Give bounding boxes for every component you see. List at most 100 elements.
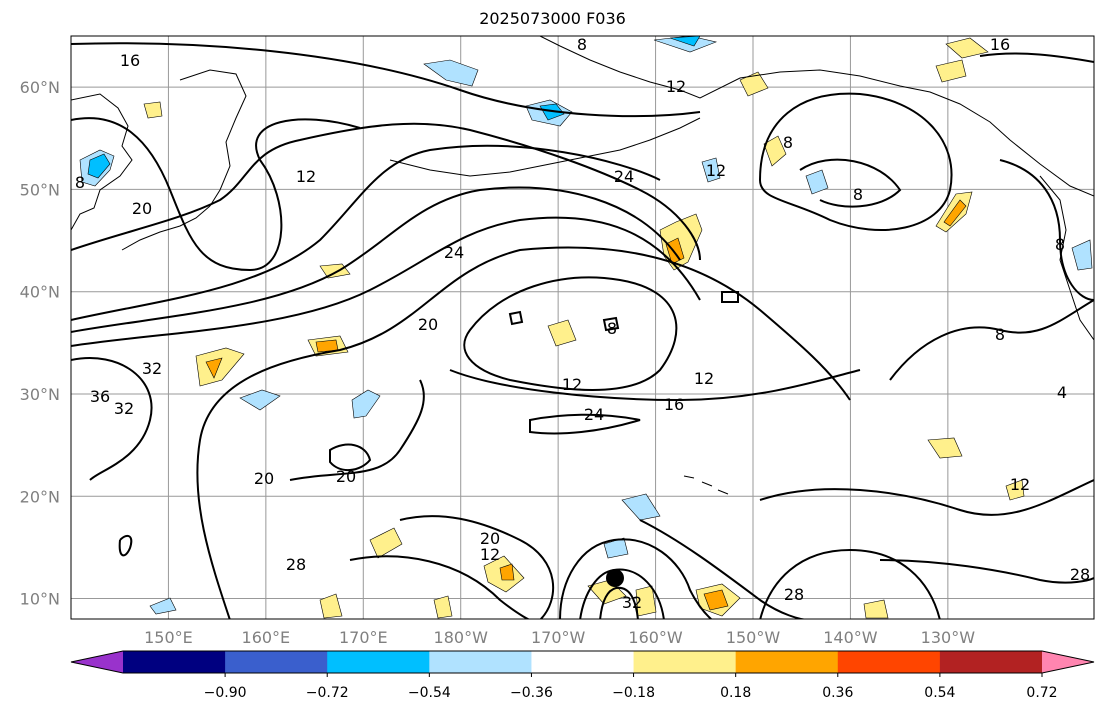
colorbar-segment <box>429 651 532 673</box>
contour-label: 24 <box>584 405 604 424</box>
contour-line <box>71 144 661 321</box>
contour-label: 8 <box>607 319 617 338</box>
colorbar-tick-label: −0.90 <box>204 685 247 701</box>
contour-line <box>449 369 861 402</box>
contour-label: 8 <box>577 35 587 54</box>
shade-yellow <box>547 319 577 347</box>
colorbar-extend-high <box>1042 651 1094 673</box>
shade-blue <box>701 157 721 183</box>
shade-orange <box>499 563 515 581</box>
shade-blue-dark <box>669 36 701 47</box>
longitude-tick-label: 130°W <box>921 628 976 647</box>
contour-label: 16 <box>120 51 140 70</box>
shade-blue <box>1071 239 1093 271</box>
shade-yellow <box>935 59 967 83</box>
shade-yellow <box>945 37 989 59</box>
longitude-tick-label: 160°E <box>242 628 291 647</box>
contour-label: 12 <box>694 369 714 388</box>
longitude-tick-labels: 150°E 160°E 170°E 180°W 170°W 160°W 150°W 140°W… <box>144 628 975 647</box>
map-frame <box>70 35 1095 620</box>
shade-yellow <box>863 599 889 619</box>
colorbar-tick-label: −0.54 <box>408 685 451 701</box>
contour-line <box>759 548 941 619</box>
shade-yellow <box>369 527 403 559</box>
contour-line <box>759 92 953 231</box>
shade-yellow <box>587 579 627 605</box>
contour-line <box>71 42 701 118</box>
shade-blue <box>351 389 381 419</box>
coast-kamchatka <box>179 69 247 207</box>
storm-center-marker <box>606 569 624 587</box>
coast-alaska <box>539 36 1094 197</box>
contour-line <box>71 122 701 261</box>
contour-label: 36 <box>90 387 110 406</box>
shade-yellow <box>927 437 963 459</box>
contour-label: 16 <box>990 35 1010 54</box>
colorbar-segment <box>225 651 328 673</box>
contour-line <box>71 357 153 481</box>
contour-label: 8 <box>1055 235 1065 254</box>
contour-lines <box>71 42 1094 619</box>
contour-line <box>979 52 1094 63</box>
shade-blue <box>239 389 281 411</box>
shade-yellow <box>763 135 787 167</box>
contour-label: 32 <box>142 359 162 378</box>
contour-label: 12 <box>1010 475 1030 494</box>
contour-label: 12 <box>562 375 582 394</box>
map-title: 2025073000 F036 <box>479 9 626 28</box>
colorbar-tick-label: 0.72 <box>1026 685 1057 701</box>
colorbar: −0.90 −0.72 −0.54 −0.36 −0.18 0.18 0.36 0.54 0.7… <box>70 650 1095 701</box>
contour-label: 32 <box>114 399 134 418</box>
latitude-tick-labels: 60°N 50°N 40°N 30°N 20°N 10°N <box>20 78 60 608</box>
shade-yellow <box>143 101 163 119</box>
contour-line <box>118 534 133 557</box>
shade-orange <box>703 589 729 611</box>
colorbar-tick-label: 0.18 <box>720 685 751 701</box>
contour-label: 28 <box>286 555 306 574</box>
contour-label: 16 <box>664 395 684 414</box>
latitude-tick-label: 50°N <box>20 180 60 199</box>
shade-blue <box>805 169 829 195</box>
contour-line <box>639 519 811 619</box>
contour-line <box>799 158 902 208</box>
shade-orange <box>943 199 967 227</box>
contour-line <box>721 291 739 303</box>
shade-yellow <box>433 595 453 619</box>
contour-line <box>71 186 681 333</box>
shade-orange <box>205 357 223 379</box>
colorbar-outline <box>70 650 1095 674</box>
contour-label: 24 <box>614 167 634 186</box>
colorbar-segment <box>633 651 737 673</box>
contour-label: 12 <box>666 77 686 96</box>
contour-line <box>508 310 524 326</box>
coast-kuril <box>121 205 211 251</box>
colorbar-tick-label: 0.36 <box>822 685 853 701</box>
contour-label: 28 <box>1070 565 1090 584</box>
colorbar-tick-label: −0.36 <box>510 685 553 701</box>
coast-na-west <box>1039 175 1094 341</box>
longitude-tick-label: 150°E <box>144 628 193 647</box>
contour-label-group: 16 8 12 12 12 20 24 24 20 32 36 32 20 20… <box>75 35 1090 612</box>
coastlines <box>71 36 1094 495</box>
shade-blue <box>149 597 177 615</box>
contour-label: 8 <box>75 173 85 192</box>
contour-label: 12 <box>480 545 500 564</box>
colorbar-segment <box>837 651 941 673</box>
shade-yellow <box>739 71 769 97</box>
contour-line <box>879 559 1094 584</box>
colorbar-segment <box>735 651 839 673</box>
contour-line <box>529 413 641 435</box>
contour-line <box>399 515 554 619</box>
shade-yellow <box>195 347 245 387</box>
contour-line <box>559 538 713 619</box>
contour-line <box>599 586 639 619</box>
contour-label: 12 <box>296 167 316 186</box>
shade-yellow <box>635 585 657 617</box>
contour-label: 32 <box>622 593 642 612</box>
coast-asia <box>71 93 133 231</box>
latitude-tick-label: 20°N <box>20 487 60 506</box>
contour-label: 28 <box>784 585 804 604</box>
contour-line <box>349 555 531 619</box>
longitude-tick-label: 160°W <box>628 628 683 647</box>
